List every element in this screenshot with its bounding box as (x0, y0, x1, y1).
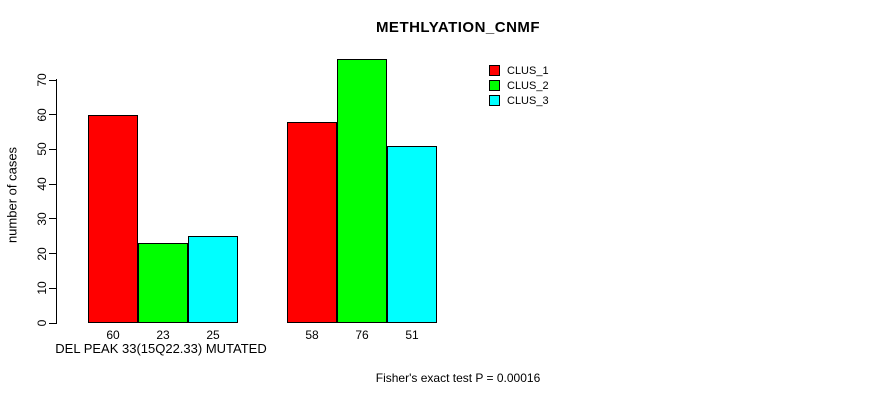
legend-swatch-icon (489, 65, 500, 76)
bar-clus_2-group-1 (138, 243, 188, 323)
legend-label: CLUS_2 (507, 79, 549, 92)
chart-title: METHLYATION_CNMF (375, 19, 541, 36)
bar-value-label: 23 (156, 328, 170, 342)
y-tick-label: 10 (35, 281, 49, 295)
fisher-test-annotation: Fisher's exact test P = 0.00016 (375, 371, 541, 385)
y-axis-line (56, 79, 57, 324)
bar-value-label: 51 (405, 328, 419, 342)
legend-swatch-icon (489, 80, 500, 91)
y-axis-label: number of cases (4, 146, 20, 244)
bar-clus_1-group-2 (287, 121, 337, 323)
y-tick (49, 218, 56, 220)
bar-clus_1-group-1 (88, 114, 138, 323)
bar-clus_2-group-2 (337, 59, 387, 323)
legend-item-clus_3: CLUS_3 (489, 93, 549, 108)
legend-item-clus_1: CLUS_1 (489, 63, 549, 78)
y-tick-label: 30 (35, 212, 49, 226)
bar-value-label: 58 (305, 328, 319, 342)
y-tick-label: 0 (35, 319, 49, 327)
legend-label: CLUS_1 (507, 64, 549, 77)
legend-swatch-icon (489, 95, 500, 106)
y-tick (49, 253, 56, 255)
y-tick (49, 148, 56, 150)
y-tick (49, 287, 56, 289)
y-tick-label: 50 (35, 142, 49, 157)
chart-legend: CLUS_1 CLUS_2 CLUS_3 (489, 63, 549, 108)
y-tick-label: 60 (35, 108, 49, 122)
y-tick-label: 40 (35, 177, 49, 191)
bar-value-label: 25 (206, 328, 220, 342)
legend-label: CLUS_3 (507, 94, 549, 107)
x-axis-label: DEL PEAK 33(15Q22.33) MUTATED (55, 341, 267, 356)
y-tick (49, 322, 56, 324)
bar-value-label: 76 (355, 328, 369, 342)
y-tick (49, 114, 56, 116)
y-tick-label: 70 (35, 73, 49, 87)
legend-item-clus_2: CLUS_2 (489, 78, 549, 93)
bar-clus_3-group-1 (188, 236, 238, 323)
y-tick (49, 79, 56, 81)
y-tick (49, 183, 56, 185)
y-tick-label: 20 (35, 246, 49, 261)
bar-clus_3-group-2 (387, 145, 437, 323)
bar-value-label: 60 (106, 328, 120, 342)
